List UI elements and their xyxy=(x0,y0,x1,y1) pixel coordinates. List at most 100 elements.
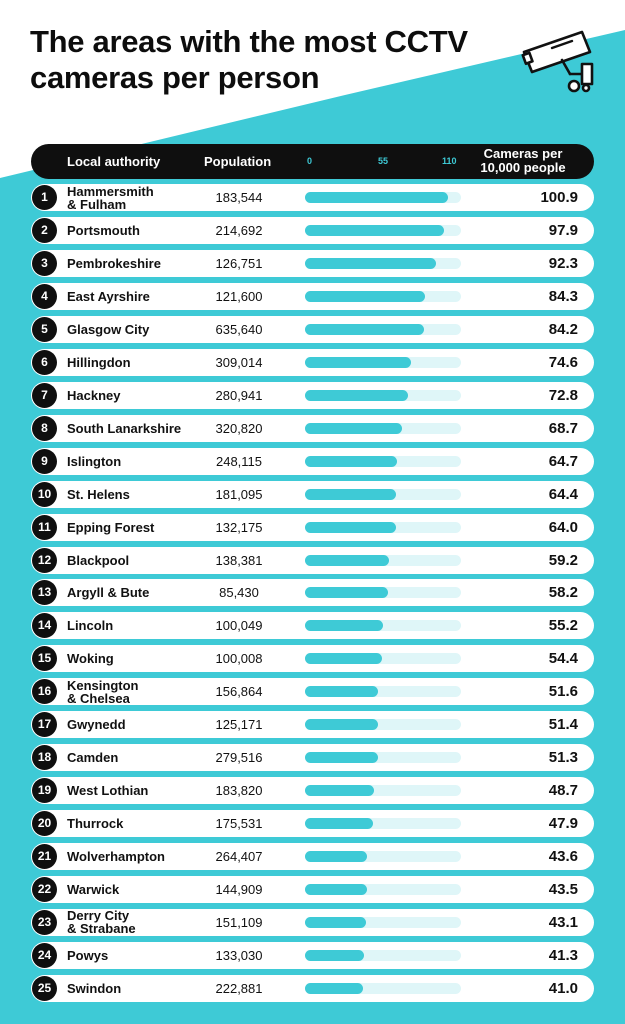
authority-name-line: Glasgow City xyxy=(67,321,150,337)
bar xyxy=(305,389,409,401)
rank-badge: 24 xyxy=(32,942,57,968)
authority-name-line: & Fulham xyxy=(67,196,127,212)
population-value: 100,049 xyxy=(215,618,263,634)
rank-badge: 19 xyxy=(32,778,57,804)
table-row: 4 East Ayrshire 121,600 84.3 xyxy=(31,282,594,310)
authority-name-line: Islington xyxy=(67,453,122,469)
table-row: 14 Lincoln 100,049 55.2 xyxy=(31,612,594,640)
rank-badge: 23 xyxy=(32,909,57,935)
table-row: 2 Portsmouth 214,692 97.9 xyxy=(31,217,594,244)
population-value: 144,909 xyxy=(215,882,263,897)
data-label: 58.2 xyxy=(548,584,578,602)
bar xyxy=(305,949,364,961)
authority-name: Warwick xyxy=(67,876,207,903)
authority-name-line: Warwick xyxy=(67,882,120,897)
bar xyxy=(305,916,367,928)
data-label: 84.3 xyxy=(548,287,578,305)
bar xyxy=(305,488,397,500)
authority-name-text: St. Helens xyxy=(67,488,130,501)
bar-track xyxy=(305,356,461,368)
table-row: 22 Warwick 144,909 43.5 xyxy=(31,876,594,903)
data-label: 92.3 xyxy=(548,254,578,272)
axis-tick-label: 110 xyxy=(442,156,457,166)
authority-name-text: Glasgow City xyxy=(67,323,149,336)
bar-track xyxy=(305,455,461,467)
authority-name-text: Hackney xyxy=(67,389,120,402)
authority-name-line: Hammersmith xyxy=(67,183,154,199)
axis-tick-label: 0 xyxy=(307,156,313,166)
population-value: 138,381 xyxy=(215,552,263,568)
authority-name-text: Powys xyxy=(67,949,108,962)
authority-name: West Lothian xyxy=(67,777,207,804)
authority-name-text: Gwynedd xyxy=(67,718,126,731)
population-value: 214,692 xyxy=(215,223,263,238)
authority-name: Epping Forest xyxy=(67,514,207,541)
authority-name: Derry City & Strabane xyxy=(67,909,207,936)
data-label: 84.2 xyxy=(548,320,578,338)
population-value: 635,640 xyxy=(215,321,263,337)
authority-name-text: Lincoln xyxy=(67,619,113,632)
axis-tick-label: 55 xyxy=(378,156,389,166)
table-row: 1 Hammersmith & Fulham 183,544 100.9 xyxy=(31,184,594,211)
authority-name: Hackney xyxy=(67,382,207,409)
bar xyxy=(305,521,396,533)
data-label: 64.4 xyxy=(548,485,578,503)
bar xyxy=(305,719,378,731)
authority-name: Hillingdon xyxy=(67,349,207,376)
authority-name-text: West Lothian xyxy=(67,784,148,797)
authority-name-text: Camden xyxy=(67,751,118,764)
rank-badge: 4 xyxy=(32,283,57,309)
table-row: 11 Epping Forest 132,175 64.0 xyxy=(31,513,594,541)
rank-badge: 12 xyxy=(32,547,57,573)
bar xyxy=(305,356,411,368)
authority-name: Islington xyxy=(67,448,207,475)
data-label: 97.9 xyxy=(548,222,578,239)
authority-name-text: Portsmouth xyxy=(67,224,140,237)
bar-track xyxy=(305,686,461,698)
bar-track xyxy=(305,422,461,434)
authority-name-line: Swindon xyxy=(67,980,122,996)
column-header-metric-line-1: Cameras per xyxy=(483,146,563,161)
authority-name: Woking xyxy=(67,645,207,672)
authority-name: Thurrock xyxy=(67,810,207,837)
authority-name-text: Swindon xyxy=(67,982,121,995)
authority-name-text: Warwick xyxy=(67,883,119,896)
population-value: 280,941 xyxy=(215,387,263,403)
authority-name: Argyll & Bute xyxy=(67,579,207,606)
data-label: 51.6 xyxy=(548,683,578,701)
authority-name: Blackpool xyxy=(67,547,207,574)
data-label: 64.0 xyxy=(548,518,578,536)
table-row: 25 Swindon 222,881 41.0 xyxy=(31,974,594,1002)
rank-badge: 25 xyxy=(32,975,57,1001)
authority-name-line: St. Helens xyxy=(67,486,130,502)
data-label: 41.0 xyxy=(548,979,578,997)
bar-track xyxy=(305,884,461,895)
data-label: 43.6 xyxy=(548,848,578,865)
rank-badge: 5 xyxy=(32,316,57,342)
authority-name-text: Hammersmith & Fulham xyxy=(67,185,154,211)
authority-name: South Lanarkshire xyxy=(67,415,207,442)
authority-name-line: Wolverhampton xyxy=(67,849,165,864)
authority-name-line: South Lanarkshire xyxy=(67,420,182,436)
authority-name: Gwynedd xyxy=(67,711,207,738)
data-label: 43.5 xyxy=(548,881,578,898)
population-value: 248,115 xyxy=(215,453,263,469)
rank-badge: 18 xyxy=(32,745,57,771)
authority-name-text: Argyll & Bute xyxy=(67,586,149,599)
bar-track xyxy=(305,916,461,928)
population-value: 133,030 xyxy=(215,947,263,963)
authority-name: Portsmouth xyxy=(67,217,207,244)
data-label: 41.3 xyxy=(548,946,578,964)
bar xyxy=(305,290,425,302)
bar-track xyxy=(305,752,461,764)
population-value: 222,881 xyxy=(215,980,263,996)
authority-name-line: Hackney xyxy=(67,387,121,403)
population-value: 100,008 xyxy=(215,651,263,667)
authority-name-line: Kensington xyxy=(67,677,139,693)
rank-badge: 3 xyxy=(32,250,57,276)
authority-name: Glasgow City xyxy=(67,316,207,343)
table-row: 7 Hackney 280,941 72.8 xyxy=(31,381,594,409)
rank-badge: 15 xyxy=(32,646,57,672)
bar xyxy=(305,192,449,203)
table-row: 5 Glasgow City 635,640 84.2 xyxy=(31,315,594,343)
